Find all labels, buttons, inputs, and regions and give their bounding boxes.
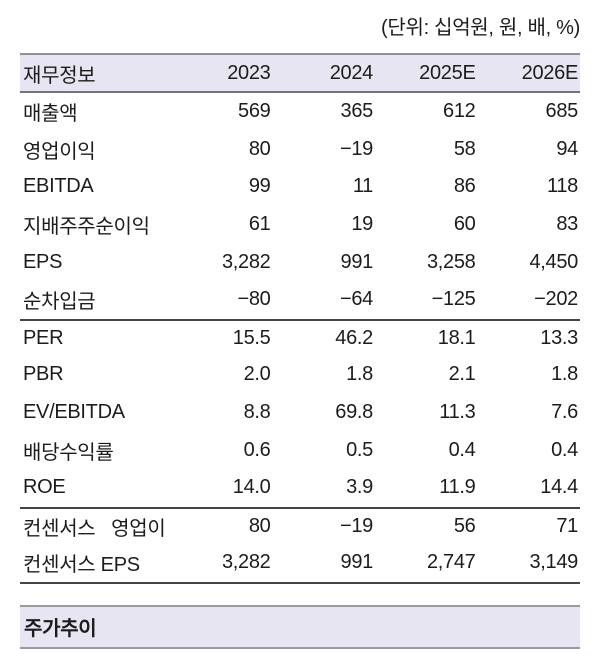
row-label: 순차입금 (23, 291, 96, 314)
section-gap (20, 584, 580, 605)
header-2024: 2024 (329, 61, 374, 84)
cell-value: 0.6 (243, 438, 271, 461)
cell-value: 7.6 (551, 401, 578, 424)
cell-value: 1.8 (551, 363, 578, 386)
cell-value: −19 (339, 137, 373, 160)
cell-value: 8.8 (243, 401, 271, 424)
cell-value: 71 (556, 514, 578, 537)
table-row-ev-ebitda: EV/EBITDA 8.8 69.8 11.3 7.6 (20, 394, 580, 432)
table-row-consensus-operating-profit: 컨센서스 영업이 80 −19 56 71 (20, 506, 580, 545)
header-2026e: 2026E (521, 61, 579, 84)
unit-note: (단위: 십억원, 원, 배, %) (381, 17, 580, 39)
cell-value: 2.1 (448, 363, 476, 386)
cell-value: 3.9 (346, 476, 373, 499)
cell-value: 991 (340, 250, 374, 273)
cell-value: 14.4 (540, 476, 578, 499)
cell-value: 80 (248, 137, 271, 160)
cell-value: 0.5 (346, 438, 373, 461)
table-row-per: PER 15.5 46.2 18.1 13.3 (20, 318, 580, 357)
cell-value: 86 (453, 175, 476, 198)
row-label: EV/EBITDA (23, 401, 125, 424)
row-label: 컨센서스 영업이 (23, 517, 166, 540)
cell-value: 0.4 (448, 438, 476, 461)
cell-value: 118 (547, 175, 578, 198)
cell-value: 18.1 (437, 326, 476, 349)
cell-value: −19 (339, 514, 373, 537)
cell-value: −80 (237, 288, 271, 311)
row-label: 지배주주순이익 (23, 216, 150, 239)
row-label: EBITDA (23, 175, 94, 198)
cell-value: 2,747 (426, 551, 476, 574)
header-2025e: 2025E (419, 61, 476, 84)
cell-value: 612 (443, 100, 476, 123)
row-label: 배당수익률 (23, 441, 114, 464)
cell-value: 365 (340, 100, 374, 123)
cell-value: 0.4 (551, 438, 578, 461)
row-label: 매출액 (23, 103, 78, 126)
cell-value: 99 (248, 175, 271, 198)
table-row-dividend-yield: 배당수익률 0.6 0.5 0.4 0.4 (20, 431, 580, 469)
row-label: 영업이익 (23, 140, 96, 163)
table-header-row: 재무정보 2023 2024 2025E 2026E (20, 55, 580, 93)
table-row-ebitda: EBITDA 99 11 86 118 (20, 168, 580, 206)
row-label: ROE (23, 476, 66, 499)
table-row-net-debt: 순차입금 −80 −64 −125 −202 (20, 281, 580, 319)
row-label: PBR (23, 363, 64, 386)
row-label: 컨센서스 EPS (23, 554, 140, 577)
table-row-pbr: PBR 2.0 1.8 2.1 1.8 (20, 356, 580, 394)
table-row-roe: ROE 14.0 3.9 11.9 14.4 (20, 469, 580, 507)
cell-value: 11.3 (439, 401, 476, 424)
cell-value: −125 (431, 288, 476, 311)
cell-value: 1.8 (346, 363, 373, 386)
cell-value: 4,450 (529, 250, 578, 273)
row-label: PER (23, 326, 64, 349)
report-financial-summary: (단위: 십억원, 원, 배, %) 재무정보 2023 2024 2025E … (20, 0, 580, 649)
table-row-revenue: 매출액 569 365 612 685 (20, 93, 580, 131)
table-row-controlling-net-income: 지배주주순이익 61 19 60 83 (20, 206, 580, 244)
cell-value: 94 (556, 137, 578, 160)
cell-value: 56 (453, 514, 476, 537)
cell-value: 2.0 (243, 363, 271, 386)
cell-value: 11.9 (439, 476, 476, 499)
cell-value: 58 (453, 137, 476, 160)
cell-value: 13.3 (540, 326, 578, 349)
cell-value: 3,282 (221, 250, 271, 273)
cell-value: 15.5 (232, 326, 271, 349)
cell-value: 685 (545, 100, 579, 123)
cell-value: 80 (248, 514, 271, 537)
cell-value: 3,258 (426, 250, 476, 273)
cell-value: 19 (351, 213, 373, 236)
table-row-consensus-eps: 컨센서스 EPS 3,282 991 2,747 3,149 (20, 544, 580, 582)
cell-value: 14.0 (232, 476, 271, 499)
cell-value: 3,282 (221, 551, 271, 574)
financial-table: 재무정보 2023 2024 2025E 2026E 매출액 569 365 6… (20, 53, 580, 584)
table-row-operating-profit: 영업이익 80 −19 58 94 (20, 131, 580, 169)
table-row-eps: EPS 3,282 991 3,258 4,450 (20, 243, 580, 281)
cell-value: 11 (352, 175, 373, 198)
cell-value: 69.8 (335, 401, 373, 424)
header-financial-info: 재무정보 (23, 64, 96, 87)
cell-value: 3,149 (529, 551, 578, 574)
price-trend-title: 주가추이 (24, 618, 97, 641)
cell-value: 46.2 (335, 326, 373, 349)
cell-value: 61 (248, 213, 271, 236)
cell-value: −64 (339, 288, 373, 311)
cell-value: 569 (238, 100, 271, 123)
cell-value: 60 (453, 213, 476, 236)
price-trend-section-header: 주가추이 (20, 604, 580, 649)
row-label: EPS (23, 250, 63, 273)
cell-value: 991 (340, 551, 374, 574)
cell-value: −202 (534, 288, 578, 311)
cell-value: 83 (556, 213, 578, 236)
header-2023: 2023 (227, 61, 271, 84)
